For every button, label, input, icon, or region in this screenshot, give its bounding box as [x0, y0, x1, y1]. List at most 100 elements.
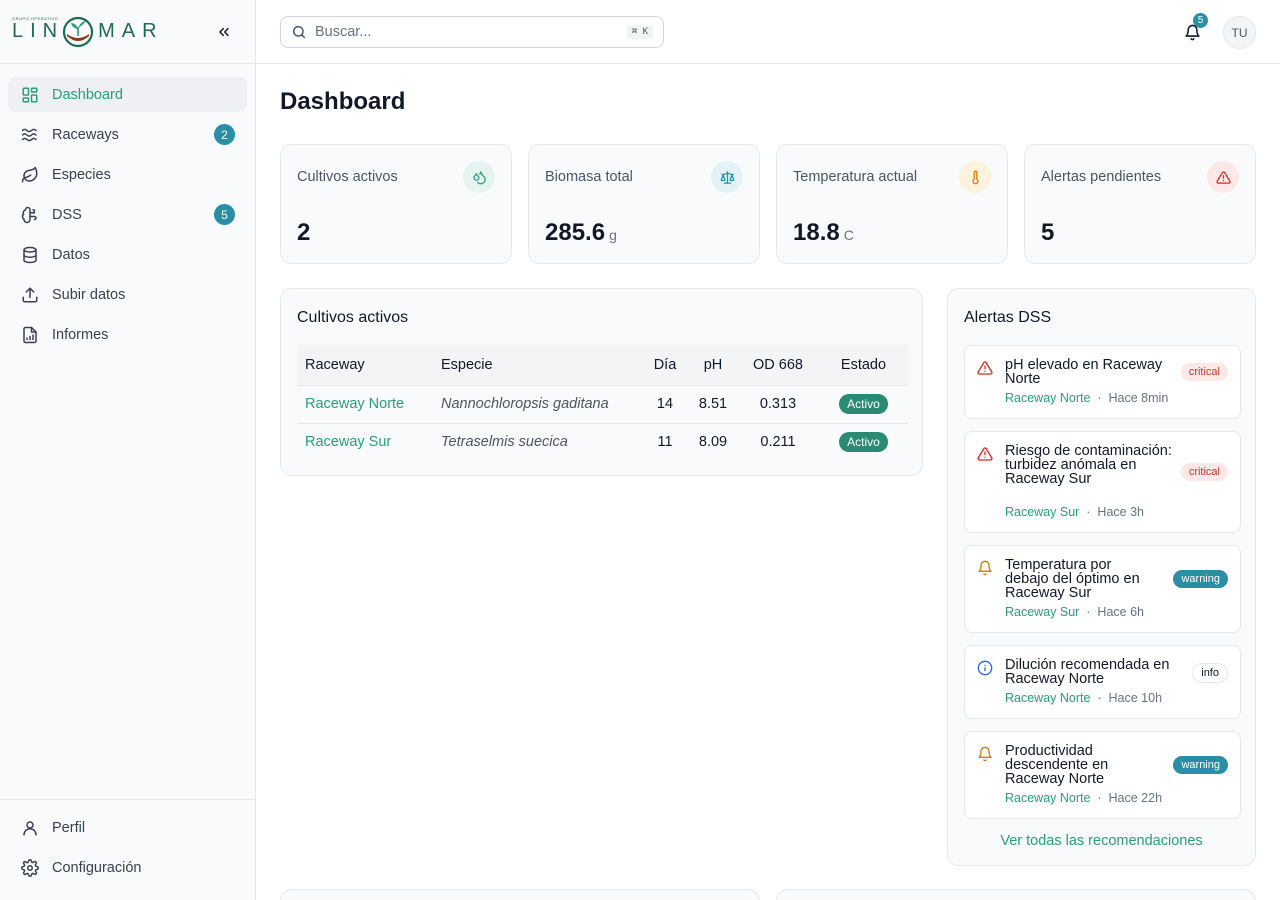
- brain-icon: [21, 206, 37, 223]
- sidebar-item-perfil[interactable]: Perfil: [8, 810, 247, 845]
- alert-source: Raceway Norte: [1005, 391, 1091, 405]
- chevrons-left-icon: [219, 27, 229, 36]
- brand-tagline: GRUPO OPERATIVO: [12, 15, 59, 21]
- stat-unit: C: [843, 227, 854, 243]
- alert-source: Raceway Sur: [1005, 505, 1080, 519]
- column-header-ph: pH: [689, 345, 737, 386]
- notifications-button[interactable]: 5: [1180, 13, 1208, 44]
- stat-label: Temperatura actual: [793, 169, 918, 185]
- brand-name-right: MAR: [98, 20, 164, 42]
- stat-label: Cultivos activos: [297, 169, 398, 185]
- user-avatar[interactable]: TU: [1223, 16, 1256, 49]
- alert-title: pH elevado en Raceway Norte: [1005, 357, 1163, 387]
- alert-time: Hace 10h: [1108, 691, 1163, 705]
- ph-cell: 8.09: [698, 434, 728, 451]
- panel-title: Alertas DSS: [964, 309, 1052, 326]
- alert-triangle-icon: [977, 361, 993, 375]
- alert-item[interactable]: pH elevado en Raceway Norte critical Rac…: [964, 345, 1241, 419]
- leaf-icon: [21, 166, 38, 182]
- bottom-card-right: [776, 889, 1256, 900]
- raceway-link[interactable]: Raceway Norte: [305, 396, 405, 412]
- sidebar-item-raceways[interactable]: Raceways 2: [8, 117, 247, 152]
- alert-item[interactable]: Dilución recomendada en Raceway Norte in…: [964, 645, 1241, 719]
- table-row: Raceway Norte Nannochloropsis gaditana 1…: [297, 385, 908, 424]
- alert-item[interactable]: Riesgo de contaminación: turbidez anómal…: [964, 431, 1241, 533]
- sidebar-item-label: Configuración: [52, 859, 142, 876]
- search-shortcut-hint: ⌘ K: [626, 25, 653, 39]
- stat-value: 5: [1041, 219, 1055, 246]
- cultivos-table: Raceway Especie Día pH OD 668 Estado Rac…: [297, 345, 908, 461]
- sidebar-item-label: Dashboard: [52, 86, 123, 103]
- stat-card-biomasa-total: Biomasa total 285.6 g: [528, 144, 760, 264]
- sidebar-bottom: Perfil Configuración: [0, 799, 255, 890]
- severity-badge: warning: [1173, 756, 1228, 774]
- od-cell: 0.313: [737, 385, 819, 424]
- bell-icon: [978, 746, 992, 762]
- sidebar-item-label: Informes: [52, 326, 109, 343]
- sidebar-item-label: Especies: [52, 166, 111, 183]
- especie-cell: Tetraselmis suecica: [441, 434, 568, 451]
- alert-title: Temperatura por debajo del óptimo en Rac…: [1005, 557, 1140, 601]
- sidebar-item-label: DSS: [52, 206, 82, 223]
- alert-triangle-icon: [1207, 161, 1239, 193]
- collapse-sidebar-button[interactable]: [213, 21, 235, 43]
- info-icon: [977, 660, 993, 676]
- sidebar-item-especies[interactable]: Especies: [8, 157, 247, 192]
- settings-icon: [21, 858, 39, 877]
- sidebar-item-subir-datos[interactable]: Subir datos: [8, 277, 247, 312]
- meta-separator: ·: [1097, 691, 1102, 705]
- alert-meta: Raceway Norte · Hace 10h: [1005, 691, 1162, 705]
- cultivos-activos-panel: Cultivos activos Raceway Especie Día pH …: [280, 288, 923, 476]
- raceway-link[interactable]: Raceway Sur: [305, 434, 392, 451]
- column-header-od668: OD 668: [737, 345, 819, 386]
- alert-time: Hace 22h: [1108, 791, 1163, 805]
- sidebar-item-dss[interactable]: DSS 5: [8, 197, 247, 232]
- stat-unit: g: [609, 227, 617, 243]
- severity-badge: critical: [1180, 463, 1228, 481]
- raceways-count-badge: 2: [214, 124, 235, 145]
- alert-item[interactable]: Temperatura por debajo del óptimo en Rac…: [964, 545, 1241, 633]
- table-header-row: Raceway Especie Día pH OD 668 Estado: [297, 345, 908, 386]
- alert-title: Riesgo de contaminación: turbidez anómal…: [1005, 443, 1172, 487]
- ph-cell: 8.51: [689, 385, 737, 424]
- alert-source: Raceway Sur: [1005, 605, 1080, 619]
- alert-time: Hace 3h: [1097, 505, 1144, 519]
- dss-count-badge: 5: [214, 204, 235, 225]
- sidebar-item-label: Raceways: [52, 126, 119, 143]
- scale-icon: [711, 161, 743, 193]
- search-icon: [292, 25, 306, 39]
- alert-triangle-icon: [977, 447, 993, 461]
- especie-cell: Nannochloropsis gaditana: [433, 385, 641, 424]
- file-chart-icon: [23, 326, 37, 343]
- sidebar-item-label: Subir datos: [52, 286, 126, 303]
- see-all-recommendations-link[interactable]: Ver todas las recomendaciones: [1000, 833, 1203, 849]
- alert-meta: Raceway Sur · Hace 6h: [1005, 605, 1144, 619]
- meta-separator: ·: [1097, 391, 1102, 405]
- brand-logo[interactable]: GRUPO OPERATIVO LIN MAR: [12, 12, 164, 52]
- bell-icon: [978, 560, 992, 576]
- search-input[interactable]: [315, 24, 627, 40]
- alert-time: Hace 8min: [1108, 391, 1169, 405]
- meta-separator: ·: [1086, 605, 1091, 619]
- alert-meta: Raceway Norte · Hace 22h: [1005, 791, 1162, 805]
- stat-label: Alertas pendientes: [1041, 169, 1162, 185]
- dia-cell: 14: [641, 385, 689, 424]
- od-cell: 0.211: [760, 434, 796, 451]
- column-header-dia: Día: [641, 345, 689, 386]
- alert-meta: Raceway Norte · Hace 8min: [1005, 391, 1168, 405]
- stat-card-cultivos-activos: Cultivos activos 2: [280, 144, 512, 264]
- search-box[interactable]: ⌘ K: [280, 16, 664, 48]
- dia-cell: 11: [657, 434, 673, 451]
- sidebar-item-datos[interactable]: Datos: [8, 237, 247, 272]
- alert-item[interactable]: Productividad descendente en Raceway Nor…: [964, 731, 1241, 819]
- table-row: Raceway Sur Tetraselmis suecica 11 8.09 …: [297, 423, 908, 461]
- stat-card-temperatura-actual: Temperatura actual 18.8 C: [776, 144, 1008, 264]
- sidebar-item-configuracion[interactable]: Configuración: [8, 850, 247, 885]
- meta-separator: ·: [1097, 791, 1102, 805]
- logo-row: GRUPO OPERATIVO LIN MAR: [0, 0, 255, 64]
- column-header-especie: Especie: [433, 345, 641, 386]
- alert-title: Dilución recomendada en Raceway Norte: [1005, 657, 1170, 687]
- sidebar-item-informes[interactable]: Informes: [8, 317, 247, 352]
- user-icon: [23, 820, 37, 835]
- sidebar-item-dashboard[interactable]: Dashboard: [8, 77, 247, 112]
